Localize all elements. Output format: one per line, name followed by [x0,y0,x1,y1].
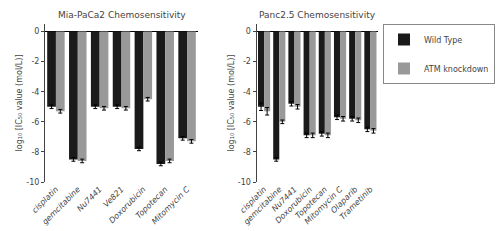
svg-text:cisplatin: cisplatin [238,185,268,215]
svg-text:Mitomycin C: Mitomycin C [150,185,192,227]
svg-text:Topotecan: Topotecan [294,185,329,220]
svg-text:-2: -2 [31,57,39,66]
svg-text:Doxorubicin: Doxorubicin [107,185,147,225]
svg-text:gemcitabine: gemcitabine [242,185,284,227]
svg-text:-8: -8 [243,148,251,157]
svg-text:Nu7441: Nu7441 [75,185,104,214]
svg-text:Nu7441: Nu7441 [270,185,299,214]
svg-text:Mitomycin C: Mitomycin C [303,185,345,227]
svg-text:Wild Type: Wild Type [424,36,462,45]
svg-text:Olaparib: Olaparib [329,185,359,215]
svg-text:Panc2.5 Chemosensitivity: Panc2.5 Chemosensitivity [259,10,376,20]
svg-text:Trametinib: Trametinib [338,185,375,222]
svg-text:-6: -6 [243,118,251,127]
svg-text:cisplatin: cisplatin [30,185,60,215]
svg-text:0: 0 [246,27,251,36]
svg-text:ATM knockdown: ATM knockdown [424,65,488,74]
svg-text:log₁₀ [IC₅₀ value (mol/L)]: log₁₀ [IC₅₀ value (mol/L)] [227,55,236,152]
svg-text:-10: -10 [26,178,39,187]
svg-text:-4: -4 [243,88,251,97]
svg-text:Doxorubicin: Doxorubicin [274,185,314,225]
svg-text:Ve821: Ve821 [102,185,126,209]
svg-text:-8: -8 [31,148,39,157]
svg-text:-6: -6 [31,118,39,127]
svg-text:0: 0 [34,27,39,36]
svg-text:-4: -4 [31,88,39,97]
svg-text:log₁₀ [IC₅₀ value (mol/L)]: log₁₀ [IC₅₀ value (mol/L)] [15,54,24,151]
svg-text:Topotecan: Topotecan [134,185,169,220]
svg-text:Mia-PaCa2 Chemosensitivity: Mia-PaCa2 Chemosensitivity [58,10,186,20]
svg-text:gemcitabine: gemcitabine [40,185,82,227]
svg-text:-10: -10 [238,178,251,187]
svg-text:-2: -2 [243,57,251,66]
